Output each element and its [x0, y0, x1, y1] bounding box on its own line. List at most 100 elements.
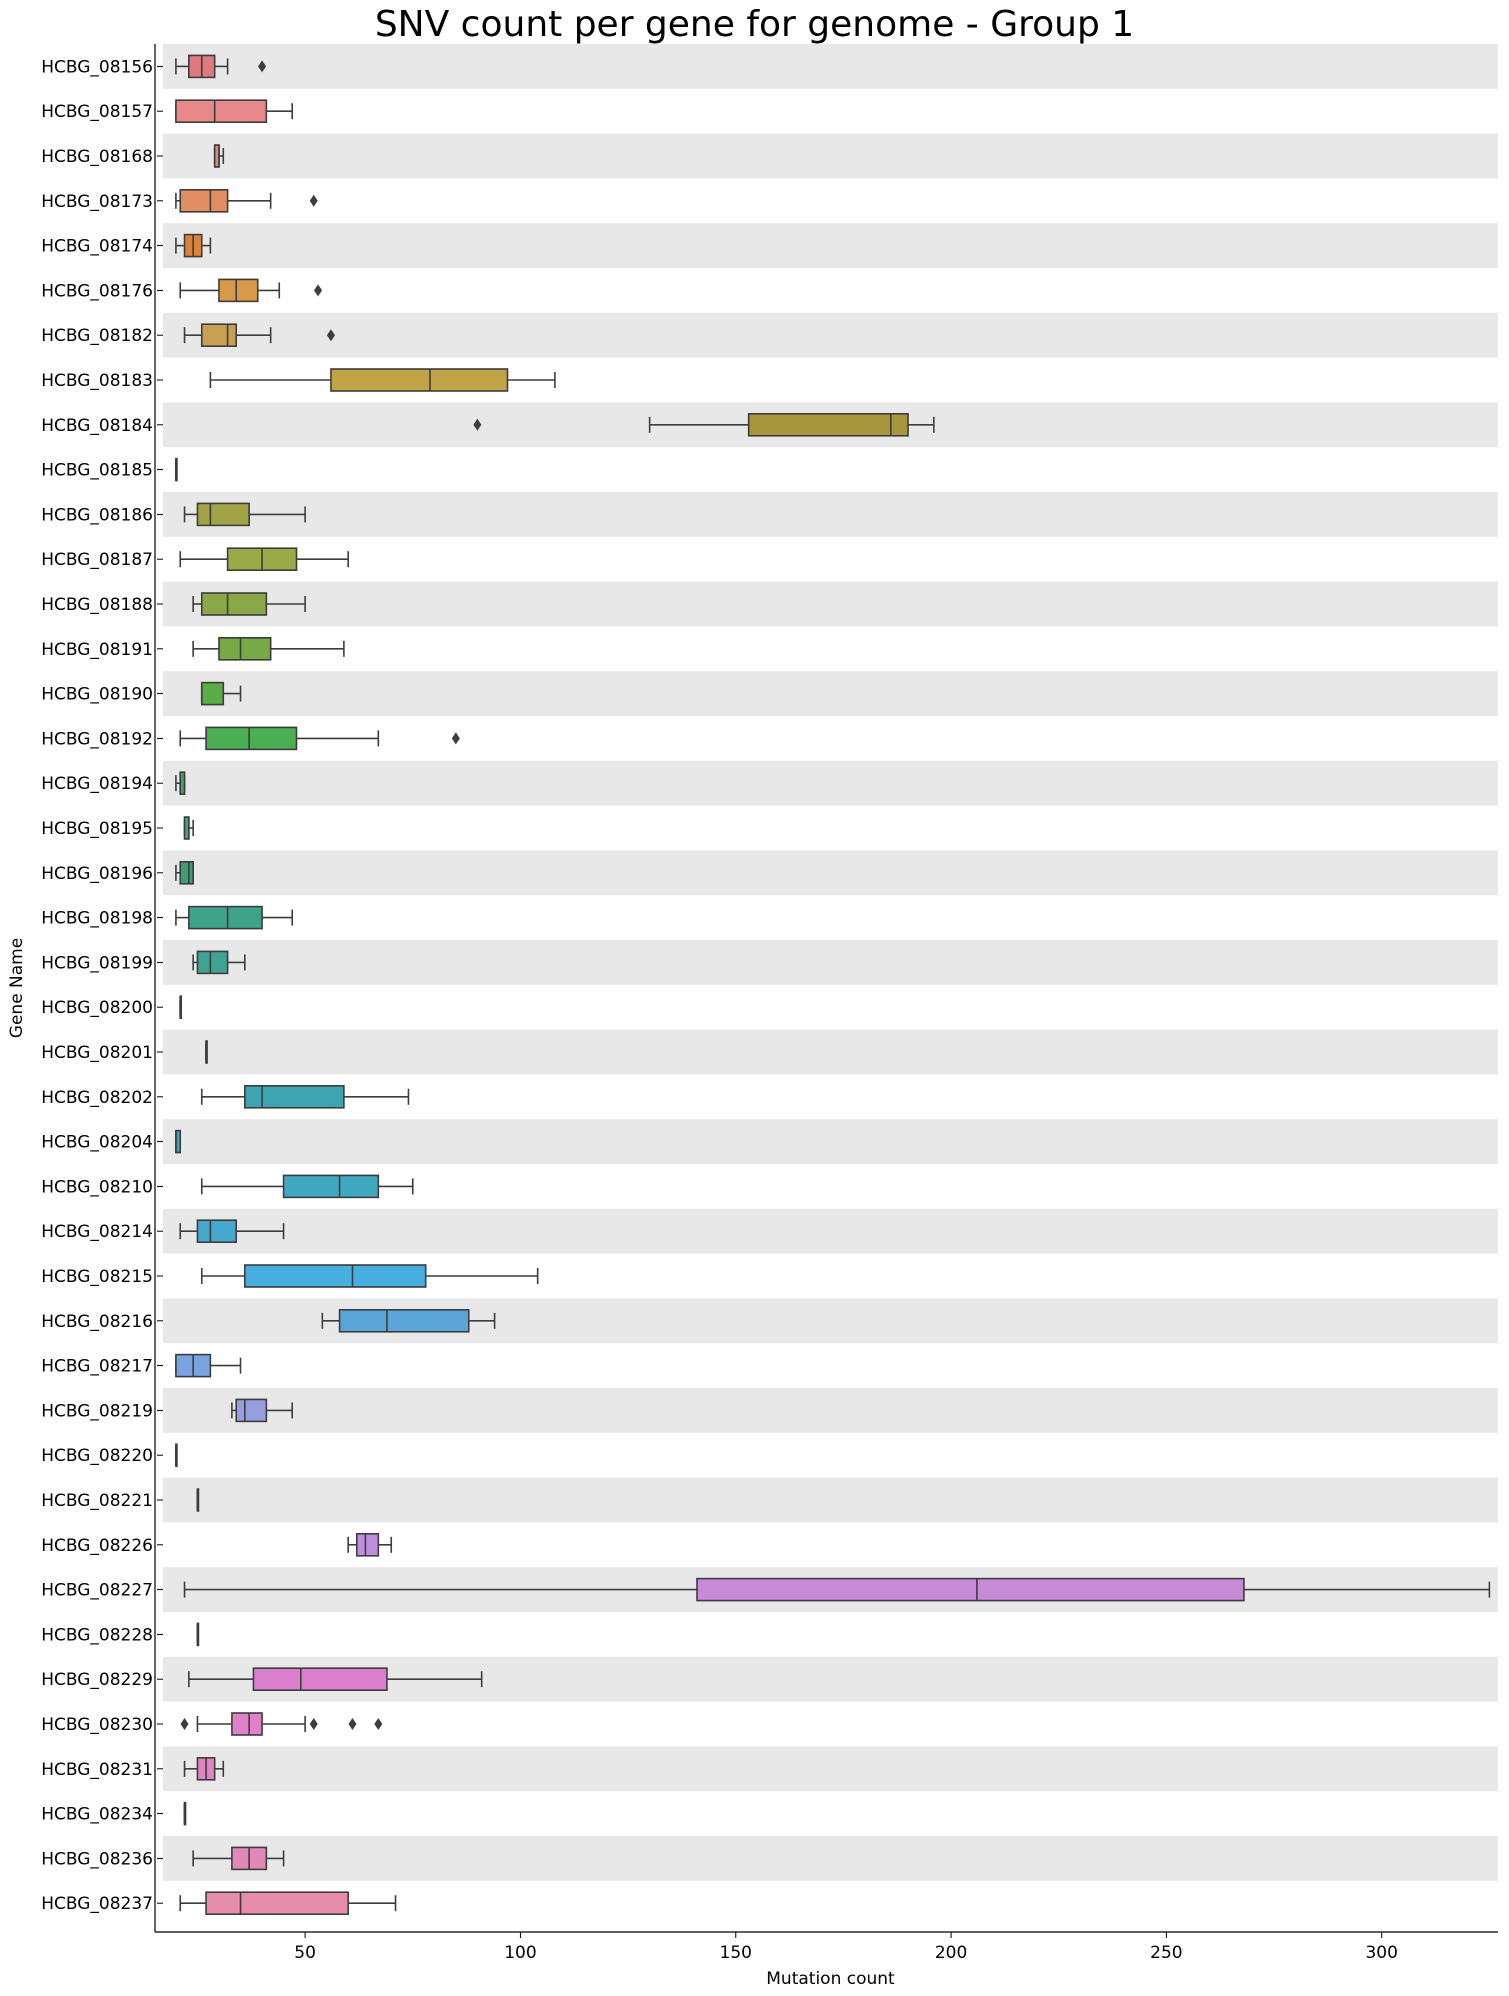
box-iqr — [205, 1891, 349, 1915]
box-HCBG_08192 — [179, 726, 460, 751]
row-band — [163, 1029, 1498, 1075]
box-iqr — [330, 368, 509, 392]
box-HCBG_08173 — [175, 189, 318, 213]
y-tick-label: HCBG_08195 — [41, 819, 153, 839]
y-tick-label: HCBG_08201 — [41, 1043, 153, 1063]
y-tick-label: HCBG_08227 — [41, 1581, 153, 1601]
y-tick-label: HCBG_08194 — [41, 774, 153, 794]
box-iqr — [179, 189, 229, 213]
row-band — [163, 223, 1498, 268]
x-tick-label: 50 — [294, 1943, 316, 1963]
y-tick-label: HCBG_08198 — [41, 909, 153, 929]
box-HCBG_08183 — [209, 368, 556, 392]
outlier-point — [326, 329, 335, 342]
y-tick-label: HCBG_08228 — [41, 1625, 153, 1645]
row-band — [163, 133, 1498, 179]
y-tick-label: HCBG_08188 — [41, 595, 153, 615]
y-axis-label: Gene Name — [7, 938, 27, 1038]
y-tick-label: HCBG_08217 — [41, 1357, 153, 1377]
x-tick-label: 100 — [504, 1943, 536, 1963]
row-band — [163, 1208, 1498, 1254]
x-tick-label: 150 — [720, 1943, 752, 1963]
box-HCBG_08202 — [200, 1085, 410, 1109]
y-tick-label: HCBG_08214 — [41, 1222, 153, 1242]
outlier-point — [258, 60, 267, 73]
box-HCBG_08200 — [179, 995, 183, 1020]
outlier-point — [348, 1718, 357, 1730]
y-tick-label: HCBG_08219 — [41, 1401, 153, 1421]
row-band — [163, 760, 1498, 806]
box-HCBG_08217 — [175, 1353, 242, 1378]
box-iqr — [696, 1577, 1245, 1602]
row-band — [163, 1746, 1498, 1792]
y-tick-label: HCBG_08157 — [41, 102, 153, 122]
y-tick-label: HCBG_08196 — [41, 864, 153, 884]
y-tick-label: HCBG_08236 — [41, 1849, 153, 1869]
box-iqr — [175, 99, 268, 123]
box-iqr — [205, 726, 298, 751]
box-HCBG_08174 — [175, 233, 212, 258]
row-band — [163, 581, 1498, 627]
box-HCBG_08227 — [183, 1577, 1491, 1602]
y-tick-label: HCBG_08168 — [41, 147, 153, 167]
x-tick-label: 200 — [935, 1943, 967, 1963]
y-tick-label: HCBG_08226 — [41, 1536, 153, 1556]
box-iqr — [235, 1398, 268, 1423]
x-axis: 50 100 150 200 250 300 — [155, 1931, 1498, 1963]
chart-title: SNV count per gene for genome - Group 1 — [374, 4, 1135, 45]
box-HCBG_08229 — [188, 1667, 483, 1691]
box-HCBG_08201 — [205, 1040, 208, 1064]
outlier-point — [374, 1718, 383, 1730]
box-HCBG_08210 — [200, 1174, 414, 1199]
box-HCBG_08184 — [473, 412, 935, 437]
y-tick-label: HCBG_08199 — [41, 953, 153, 973]
y-tick-label: HCBG_08202 — [41, 1088, 153, 1108]
box-HCBG_08157 — [175, 99, 293, 123]
row-bands — [163, 44, 1498, 1881]
box-iqr — [231, 1712, 263, 1736]
y-tick-label: HCBG_08182 — [41, 326, 153, 346]
box-HCBG_08168 — [213, 144, 225, 168]
box-HCBG_08187 — [179, 547, 349, 572]
y-tick-label: HCBG_08190 — [41, 685, 153, 705]
y-tick-label: HCBG_08200 — [41, 998, 153, 1018]
y-tick-label: HCBG_08192 — [41, 729, 153, 749]
box-HCBG_08199 — [192, 950, 246, 975]
y-tick-label: HCBG_08237 — [41, 1894, 153, 1914]
box-iqr — [355, 1533, 380, 1557]
box-HCBG_08231 — [183, 1757, 225, 1781]
box-HCBG_08194 — [175, 771, 186, 796]
box-HCBG_08185 — [175, 457, 178, 482]
box-HCBG_08236 — [192, 1846, 285, 1871]
box-iqr — [200, 592, 268, 616]
box-HCBG_08220 — [175, 1443, 178, 1467]
box-HCBG_08234 — [183, 1801, 187, 1826]
box-iqr — [188, 905, 263, 930]
row-band — [163, 940, 1498, 985]
box-iqr — [218, 636, 272, 661]
row-band — [163, 492, 1498, 537]
y-tick-label: HCBG_08204 — [41, 1133, 153, 1153]
y-axis: HCBG_08156 HCBG_08157 HCBG_08168 HCBG_08173… — [41, 44, 163, 1932]
box-HCBG_08204 — [175, 1129, 182, 1154]
y-tick-label: HCBG_08220 — [41, 1446, 153, 1466]
box-iqr — [200, 681, 225, 706]
y-tick-label: HCBG_08184 — [41, 416, 153, 436]
x-axis-label: Mutation count — [766, 1969, 895, 1989]
box-HCBG_08190 — [200, 681, 242, 706]
box-iqr — [200, 323, 238, 348]
y-tick-label: HCBG_08234 — [41, 1805, 153, 1825]
box-HCBG_08196 — [175, 860, 194, 885]
outlier-point — [180, 1718, 189, 1730]
row-band — [163, 671, 1498, 716]
y-tick-label: HCBG_08191 — [41, 640, 153, 660]
outlier-point — [314, 284, 323, 297]
outlier-point — [309, 194, 318, 207]
outlier-point — [473, 418, 482, 431]
box-iqr — [338, 1309, 470, 1333]
box-iqr — [218, 278, 259, 303]
box-HCBG_08228 — [196, 1622, 200, 1647]
row-band — [163, 1836, 1498, 1881]
box-iqr — [244, 1085, 345, 1109]
